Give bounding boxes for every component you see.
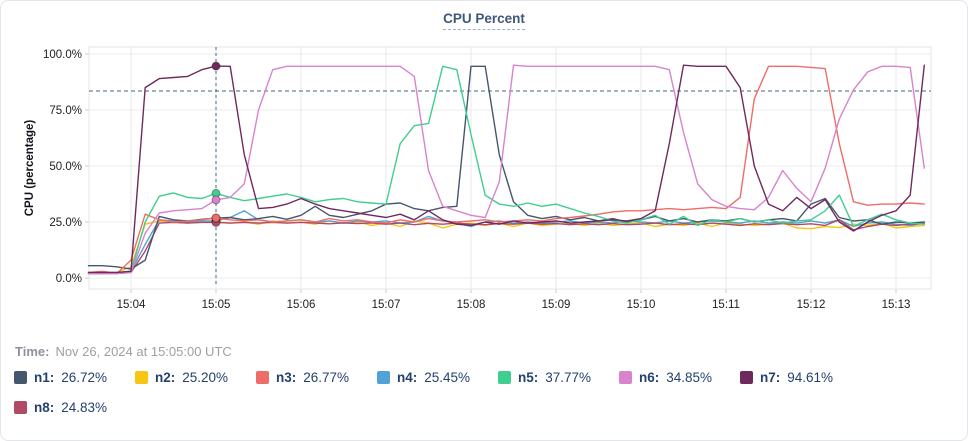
legend-label-n3: n3:	[276, 370, 297, 385]
x-tick-label: 15:07	[372, 299, 401, 311]
legend-swatch-n8	[14, 401, 27, 414]
legend-item-n8[interactable]: n8: 24.83%	[14, 400, 135, 415]
x-tick-label: 15:11	[712, 299, 740, 311]
y-axis-title: CPU (percentage)	[24, 120, 36, 217]
series-line-n3[interactable]	[87, 65, 925, 275]
x-tick-label: 15:05	[202, 299, 231, 311]
x-tick-label: 15:08	[457, 299, 486, 311]
legend-item-n4[interactable]: n4: 25.45%	[377, 370, 498, 385]
y-tick-label: 50.0%	[49, 161, 82, 173]
legend-item-n7[interactable]: n7: 94.61%	[740, 370, 861, 385]
cursor-marker-n7	[211, 61, 221, 71]
legend-value-n8: 24.83%	[61, 400, 108, 415]
x-tick-label: 15:12	[797, 299, 826, 311]
time-value: Nov 26, 2024 at 15:05:00 UTC	[55, 344, 232, 359]
legend-swatch-n5	[498, 371, 511, 384]
legend-value-n6: 34.85%	[666, 370, 713, 385]
series-line-n1[interactable]	[87, 65, 925, 270]
plot-frame	[88, 46, 932, 290]
y-tick-label: 25.0%	[49, 217, 82, 229]
legend-swatch-n3	[256, 371, 269, 384]
series-line-n8[interactable]	[87, 219, 925, 275]
legend-label-n4: n4:	[397, 370, 418, 385]
legend-item-n3[interactable]: n3: 26.77%	[256, 370, 377, 385]
legend-swatch-n4	[377, 371, 390, 384]
legend-row-1: n1: 26.72% n2: 25.20% n3: 26.77% n4: 25.45% n5: 3…	[14, 370, 861, 385]
cursor-time-row: Time: Nov 26, 2024 at 15:05:00 UTC	[15, 344, 232, 359]
series-line-n7[interactable]	[87, 64, 925, 274]
legend-value-n5: 37.77%	[545, 370, 592, 385]
x-tick-label: 15:13	[882, 299, 911, 311]
series-line-n6[interactable]	[87, 64, 925, 275]
legend-label-n2: n2:	[155, 370, 176, 385]
legend-item-n2[interactable]: n2: 25.20%	[135, 370, 256, 385]
legend-row-2: n8: 24.83%	[14, 400, 135, 415]
legend-value-n2: 25.20%	[182, 370, 229, 385]
x-tick-label: 15:06	[287, 299, 316, 311]
legend-swatch-n7	[740, 371, 753, 384]
legend-label-n8: n8:	[34, 400, 55, 415]
legend-item-n6[interactable]: n6: 34.85%	[619, 370, 740, 385]
legend-label-n7: n7:	[760, 370, 781, 385]
time-label: Time:	[15, 344, 50, 359]
chart-title-row: CPU Percent	[1, 10, 967, 30]
series-line-n5[interactable]	[87, 65, 925, 275]
legend-value-n1: 26.72%	[61, 370, 108, 385]
y-tick-label: 75.0%	[49, 105, 82, 117]
legend-swatch-n2	[135, 371, 148, 384]
chart-title[interactable]: CPU Percent	[443, 11, 525, 30]
legend-label-n6: n6:	[639, 370, 660, 385]
legend-value-n4: 25.45%	[424, 370, 471, 385]
y-tick-label: 0.0%	[56, 273, 82, 285]
legend-item-n1[interactable]: n1: 26.72%	[14, 370, 135, 385]
legend-swatch-n6	[619, 371, 632, 384]
legend-label-n1: n1:	[34, 370, 55, 385]
legend-swatch-n1	[14, 371, 27, 384]
legend-value-n7: 94.61%	[787, 370, 834, 385]
cursor-marker-n6	[211, 195, 221, 205]
x-tick-label: 15:10	[627, 299, 656, 311]
legend-label-n5: n5:	[518, 370, 539, 385]
cursor-marker-n3	[211, 213, 221, 223]
legend-item-n5[interactable]: n5: 37.77%	[498, 370, 619, 385]
series-line-n2[interactable]	[87, 220, 925, 275]
y-tick-label: 100.0%	[43, 49, 82, 61]
x-tick-label: 15:04	[117, 299, 146, 311]
x-tick-label: 15:09	[542, 299, 571, 311]
legend-value-n3: 26.77%	[303, 370, 350, 385]
